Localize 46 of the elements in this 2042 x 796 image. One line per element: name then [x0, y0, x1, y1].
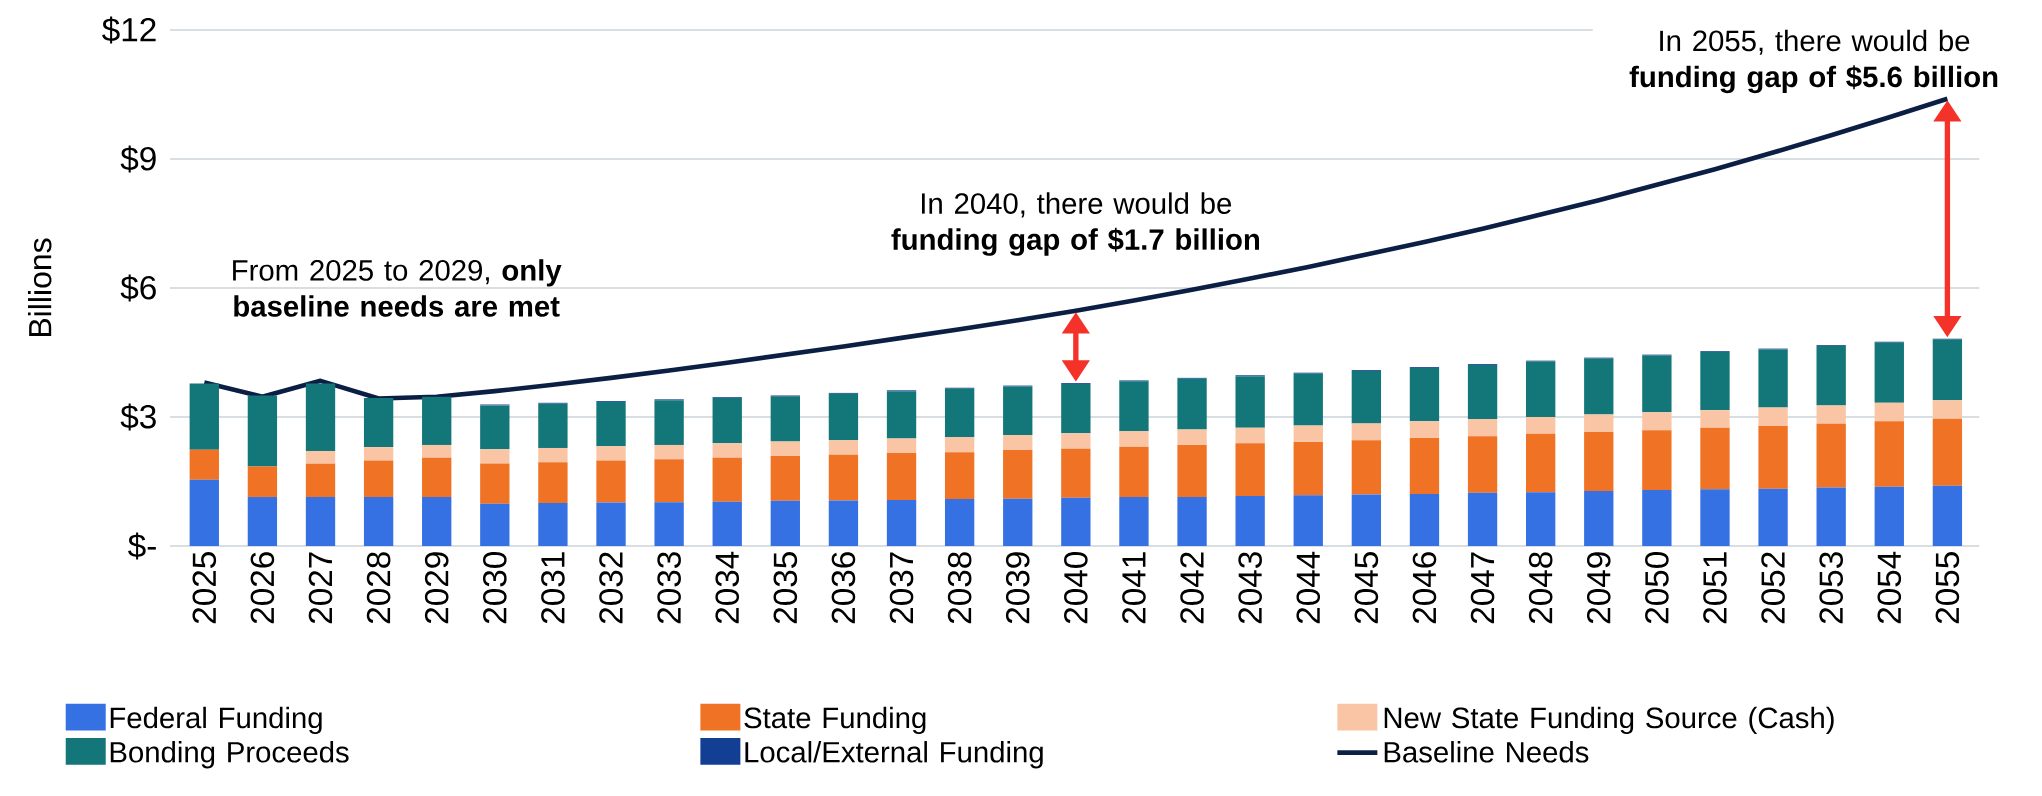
annotation: In 2040, there would be funding gap of $1.7 billion: [891, 192, 1260, 256]
x-tick-label: 2054: [1877, 551, 1902, 624]
legend-label: Baseline Needs: [1384, 741, 1589, 763]
x-tick-label: 2034: [715, 551, 740, 624]
x-tick-label: 2045: [1354, 552, 1379, 624]
x-tick-label: 2046: [1412, 552, 1437, 624]
annotation: From 2025 to 2029, only baseline needs are met: [233, 259, 562, 317]
x-tick-label: 2051: [1703, 552, 1727, 624]
legend-label: State Funding: [744, 706, 926, 735]
y-tick-label: $12: [102, 16, 156, 44]
x-tick-label: 2037: [889, 552, 914, 624]
y-tick-label: $6: [120, 274, 156, 302]
x-tick-label: 2036: [831, 552, 856, 624]
x-tick-label: 2049: [1586, 552, 1611, 624]
x-tick-label: 2040: [1064, 552, 1088, 624]
x-tick-label: 2047: [1470, 552, 1495, 624]
x-tick-label: 2055: [1935, 552, 1960, 624]
x-tick-label: 2032: [599, 552, 623, 624]
annotation: In 2055, there would be funding gap of $5.6 billion: [1629, 29, 1998, 94]
x-tick-label: 2038: [947, 552, 972, 624]
legend-label: New State Funding Source (Cash): [1384, 706, 1834, 735]
x-tick-label: 2044: [1296, 551, 1321, 624]
x-tick-label: 2041: [1122, 552, 1146, 624]
y-axis-title: Billions: [27, 238, 52, 337]
x-tick-label: 2039: [1005, 552, 1030, 624]
x-tick-label: 2043: [1238, 552, 1262, 624]
x-tick-label: 2026: [250, 552, 275, 624]
x-tick-label: 2025: [192, 552, 217, 624]
legend-label: Federal Funding: [110, 706, 322, 735]
x-tick-label: 2042: [1180, 552, 1204, 624]
y-tick-label: $9: [120, 145, 156, 173]
x-tick-label: 2028: [366, 552, 391, 624]
y-tick-label: $3: [120, 403, 156, 431]
x-tick-label: 2050: [1645, 552, 1669, 624]
x-tick-label: 2052: [1761, 552, 1785, 624]
x-tick-label: 2030: [483, 552, 507, 624]
y-tick-label: $-: [128, 532, 156, 560]
x-tick-label: 2029: [424, 552, 449, 624]
legend-label: Bonding Proceeds: [110, 741, 349, 769]
x-tick-label: 2048: [1528, 552, 1553, 624]
x-tick-label: 2031: [541, 552, 565, 624]
x-tick-label: 2033: [657, 552, 681, 624]
legend-label: Local/External Funding: [745, 741, 1043, 769]
x-tick-label: 2027: [308, 552, 333, 624]
x-tick-label: 2053: [1819, 552, 1843, 624]
x-tick-label: 2035: [773, 552, 798, 624]
